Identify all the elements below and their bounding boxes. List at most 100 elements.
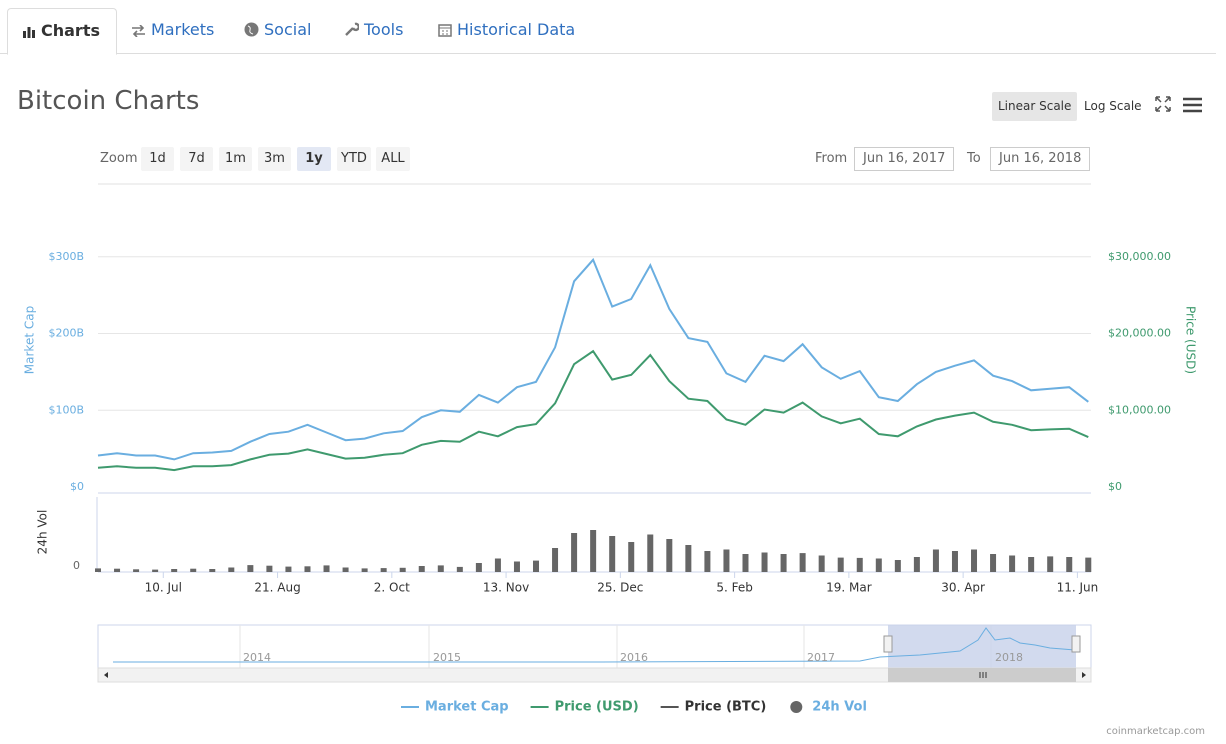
- navigator-line: [113, 627, 1076, 663]
- vol-bar: [609, 536, 616, 572]
- y-tick-label: $300B: [48, 250, 84, 263]
- navigator-handle[interactable]: [1071, 635, 1081, 653]
- vol-bar: [628, 542, 635, 572]
- legend-label[interactable]: Price (USD): [555, 700, 639, 715]
- vol-bar: [552, 548, 559, 572]
- vol-bar: [494, 558, 501, 572]
- vol-bar: [590, 530, 597, 572]
- y2-tick-label: $0: [1108, 480, 1122, 493]
- zoom-button[interactable]: 7d: [180, 147, 213, 171]
- y2-tick-label: $30,000.00: [1108, 250, 1171, 263]
- vol-bar: [361, 568, 368, 572]
- scroll-left[interactable]: [104, 672, 108, 678]
- x-tick-label: 21. Aug: [254, 581, 300, 595]
- vol-bar: [875, 558, 882, 572]
- vol-bar: [285, 566, 292, 572]
- vol-bar: [266, 565, 273, 572]
- navigator-label: 2016: [620, 651, 648, 664]
- tab[interactable]: Tools: [344, 8, 403, 53]
- x-tick-label: 10. Jul: [145, 581, 182, 595]
- legend-marker: [790, 701, 803, 713]
- y2-axis-label: Price (USD): [1184, 306, 1198, 374]
- vol-bar: [342, 567, 349, 572]
- tab[interactable]: Charts: [7, 8, 117, 55]
- scrollbar[interactable]: [97, 667, 1092, 683]
- y-tick-label: $200B: [48, 327, 84, 340]
- from-input[interactable]: Jun 16, 2017: [854, 147, 955, 171]
- vol-bar: [742, 554, 749, 572]
- zoom-label: Zoom: [100, 151, 138, 166]
- vol-bar: [171, 569, 178, 572]
- tab[interactable]: Social: [244, 8, 311, 53]
- legend-label[interactable]: Market Cap: [425, 700, 509, 715]
- vol-bar: [723, 549, 730, 572]
- tab-label: Social: [264, 20, 312, 39]
- scroll-right[interactable]: [1082, 672, 1086, 678]
- y2-tick-label: $10,000.00: [1108, 403, 1171, 416]
- vol-bar: [475, 563, 482, 572]
- tab-icon: [345, 22, 360, 36]
- credit: coinmarketcap.com: [1106, 726, 1205, 737]
- zoom-button[interactable]: 1m: [219, 147, 252, 171]
- vol-bar: [1028, 557, 1035, 572]
- vol-bar: [247, 565, 254, 572]
- zoom-button[interactable]: 1d: [141, 147, 174, 171]
- scrollbar-thumb[interactable]: [888, 668, 1076, 682]
- x-tick-label: 30. Apr: [941, 581, 985, 595]
- vol-bar: [971, 549, 978, 572]
- page-title: Bitcoin Charts: [17, 86, 200, 116]
- vol-bar: [666, 539, 673, 572]
- vol-bar: [990, 554, 997, 572]
- chart-controls[interactable]: [1155, 96, 1205, 114]
- vol-bar: [304, 566, 311, 572]
- legend-label[interactable]: Price (BTC): [685, 700, 767, 715]
- to-label: To: [967, 151, 981, 166]
- x-tick-label: 11. Jun: [1057, 581, 1099, 595]
- tab-icon: [438, 24, 452, 37]
- vol-bar: [685, 545, 692, 572]
- legend-label[interactable]: 24h Vol: [812, 700, 867, 715]
- y-axis-label: Market Cap: [23, 306, 37, 374]
- navigator-handle[interactable]: [883, 635, 893, 653]
- to-input[interactable]: Jun 16, 2018: [990, 147, 1091, 171]
- zoom-button[interactable]: 3m: [258, 147, 291, 171]
- y-tick-label: $100B: [48, 403, 84, 416]
- vol-bar: [913, 557, 920, 572]
- x-tick-label: 25. Dec: [597, 581, 643, 595]
- x-tick-label: 13. Nov: [483, 581, 529, 595]
- series-line: [97, 349, 1089, 472]
- vol-bar: [818, 555, 825, 572]
- vol-bar: [799, 553, 806, 572]
- vol-bar: [837, 557, 844, 572]
- vol-bar: [704, 551, 711, 572]
- navigator-label: 2014: [243, 651, 271, 664]
- vol-bar: [1085, 557, 1092, 572]
- x-tick-label: 2. Oct: [374, 581, 410, 595]
- navigator-label: 2015: [433, 651, 461, 664]
- navigator-selection[interactable]: [888, 625, 1076, 668]
- log-scale-button[interactable]: Log Scale: [1084, 99, 1142, 113]
- tab-icon: [244, 22, 259, 37]
- navigator-label: 2018: [995, 651, 1023, 664]
- vol-bar: [380, 568, 387, 572]
- vol-bar: [190, 568, 197, 572]
- tab-icon: [23, 27, 35, 38]
- tab[interactable]: Historical Data: [438, 8, 575, 53]
- zoom-button[interactable]: ALL: [376, 147, 410, 171]
- tab-label: Historical Data: [457, 20, 576, 39]
- zoom-button[interactable]: 1y: [297, 147, 331, 171]
- vol-bar: [418, 566, 425, 572]
- y-tick-label: $0: [70, 480, 84, 493]
- vol-bar: [571, 533, 578, 572]
- linear-scale-button[interactable]: Linear Scale: [992, 92, 1078, 121]
- vol-bar: [133, 569, 140, 572]
- tab[interactable]: Markets: [131, 8, 214, 53]
- vol-bar: [209, 569, 216, 572]
- vol-bar: [399, 567, 406, 572]
- tab-label: Charts: [41, 21, 100, 40]
- vol-bar: [228, 567, 235, 572]
- vol-bar: [647, 534, 654, 572]
- y2-tick-label: $20,000.00: [1108, 327, 1171, 340]
- zoom-button[interactable]: YTD: [337, 147, 371, 171]
